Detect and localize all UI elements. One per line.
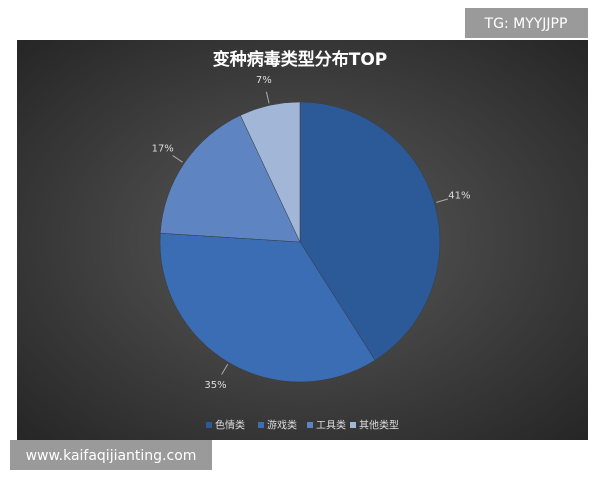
legend-swatch bbox=[350, 422, 356, 428]
leader-line bbox=[221, 363, 229, 375]
legend-label: 游戏类 bbox=[267, 419, 297, 432]
data-label: 35% bbox=[204, 380, 226, 391]
legend-label: 其他类型 bbox=[359, 419, 399, 432]
leader-line bbox=[172, 155, 183, 163]
pie-slice bbox=[159, 232, 376, 383]
watermark-box bbox=[10, 440, 212, 470]
data-label: 17% bbox=[152, 144, 174, 155]
legend-label: 色情类 bbox=[215, 419, 245, 432]
legend-swatch bbox=[206, 422, 212, 428]
watermark: TG: MYYJJPP bbox=[484, 16, 568, 32]
data-label: 41% bbox=[448, 191, 470, 202]
watermark: www.kaifaqijianting.com bbox=[26, 448, 197, 464]
chart-title: 变种病毒类型分布TOP bbox=[213, 49, 388, 70]
pie-slice bbox=[240, 101, 301, 243]
leader-line bbox=[265, 91, 270, 104]
legend-swatch bbox=[258, 422, 264, 428]
pie-slice bbox=[160, 114, 301, 243]
legend-swatch bbox=[307, 422, 313, 428]
watermark-box bbox=[465, 8, 588, 38]
pie-slice bbox=[299, 101, 441, 361]
leader-line bbox=[436, 198, 449, 203]
data-label: 7% bbox=[256, 75, 272, 86]
legend-label: 工具类 bbox=[316, 419, 346, 432]
